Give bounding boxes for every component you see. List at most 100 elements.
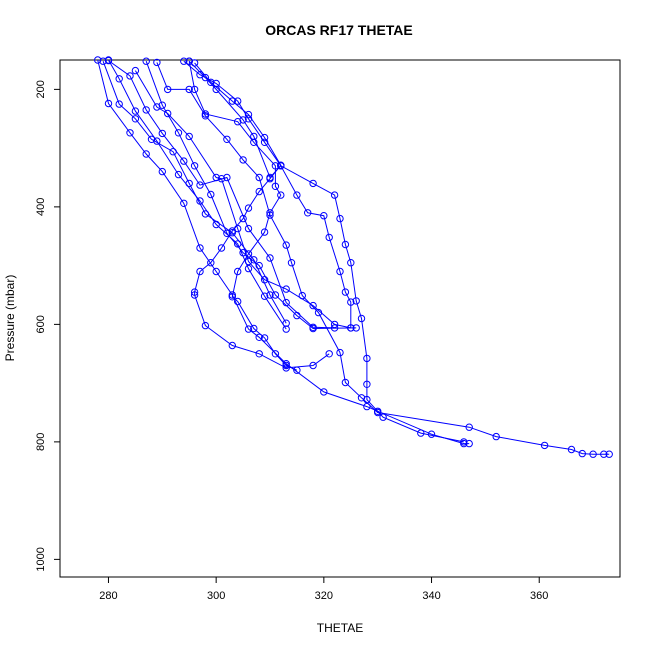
chart-title: ORCAS RF17 THETAE	[265, 22, 413, 38]
data-point	[314, 308, 323, 317]
data-point	[266, 175, 274, 183]
data-point	[341, 378, 350, 387]
data-point	[260, 276, 269, 284]
data-point	[357, 314, 366, 323]
data-point	[223, 173, 231, 182]
data-point	[244, 257, 253, 266]
data-point	[185, 85, 193, 94]
data-point	[309, 324, 317, 333]
series-line	[108, 60, 335, 329]
profile-series-7	[153, 58, 613, 458]
data-point	[325, 233, 333, 242]
data-point	[309, 179, 317, 188]
data-point	[201, 321, 210, 330]
data-point	[341, 288, 350, 296]
data-point	[180, 57, 188, 65]
data-point	[244, 325, 253, 333]
data-point	[196, 244, 204, 252]
series-line	[188, 60, 352, 328]
data-point	[234, 297, 242, 306]
data-point	[260, 292, 269, 300]
data-point	[244, 264, 253, 273]
data-point	[115, 100, 123, 108]
data-point	[217, 175, 226, 183]
data-point	[293, 311, 301, 320]
data-point	[153, 58, 161, 67]
data-point	[271, 291, 280, 299]
data-point	[223, 135, 231, 144]
data-point	[234, 118, 242, 126]
data-point	[330, 191, 339, 199]
data-point	[282, 325, 290, 333]
data-point	[320, 388, 328, 396]
data-point	[239, 116, 247, 124]
data-point	[104, 56, 113, 65]
data-point	[465, 439, 473, 448]
data-point	[228, 97, 237, 105]
data-point	[255, 333, 263, 341]
series-line	[108, 59, 287, 330]
data-point	[255, 350, 263, 358]
data-point	[228, 341, 237, 350]
data-point	[190, 162, 199, 170]
data-point	[212, 173, 220, 182]
data-point	[158, 167, 167, 176]
data-point	[325, 350, 333, 358]
data-point	[164, 85, 172, 94]
data-point	[190, 288, 199, 296]
data-point	[126, 72, 134, 80]
data-point	[347, 259, 355, 267]
data-point	[589, 450, 597, 458]
data-point	[185, 57, 193, 65]
data-point	[605, 450, 613, 458]
data-point	[190, 59, 199, 67]
data-point	[363, 354, 371, 363]
data-point	[320, 212, 328, 220]
x-axis: 280 300 320 340 360	[99, 577, 548, 602]
data-point	[600, 450, 608, 458]
data-point	[180, 157, 188, 165]
data-point	[379, 413, 387, 421]
profile-series-3	[104, 56, 339, 332]
data-point	[207, 190, 215, 199]
data-point	[217, 244, 226, 252]
data-point	[266, 254, 274, 262]
data-point	[271, 182, 280, 191]
y-axis: 200 400 600 800 1000	[35, 80, 60, 572]
data-point	[174, 170, 183, 179]
data-point	[282, 361, 290, 370]
data-point	[260, 228, 269, 236]
data-point	[131, 107, 140, 115]
y-tick-label: 400	[35, 198, 47, 216]
data-point	[174, 129, 183, 137]
data-point	[196, 181, 204, 189]
data-point	[239, 156, 247, 164]
data-point	[492, 432, 500, 441]
profile-series-2	[99, 57, 290, 327]
data-point	[282, 241, 290, 249]
series-line	[183, 60, 464, 443]
data-point	[104, 99, 113, 108]
data-point	[309, 301, 317, 310]
profile-series-11	[190, 59, 333, 372]
data-point	[352, 297, 360, 305]
data-point	[228, 227, 237, 235]
data-point	[142, 57, 150, 65]
data-point	[147, 135, 156, 144]
data-point	[115, 75, 123, 83]
data-point	[277, 191, 285, 199]
data-point	[153, 103, 161, 111]
data-point	[347, 324, 355, 332]
x-axis-label: THETAE	[317, 621, 363, 635]
data-point	[341, 240, 350, 249]
data-point	[196, 71, 204, 79]
data-point	[336, 214, 344, 223]
data-point	[260, 133, 269, 142]
data-point	[185, 179, 193, 188]
data-point	[304, 209, 312, 217]
y-tick-label: 200	[35, 80, 47, 98]
data-point	[239, 249, 247, 257]
data-point	[282, 319, 290, 327]
data-point	[190, 291, 199, 299]
data-point	[207, 78, 215, 87]
